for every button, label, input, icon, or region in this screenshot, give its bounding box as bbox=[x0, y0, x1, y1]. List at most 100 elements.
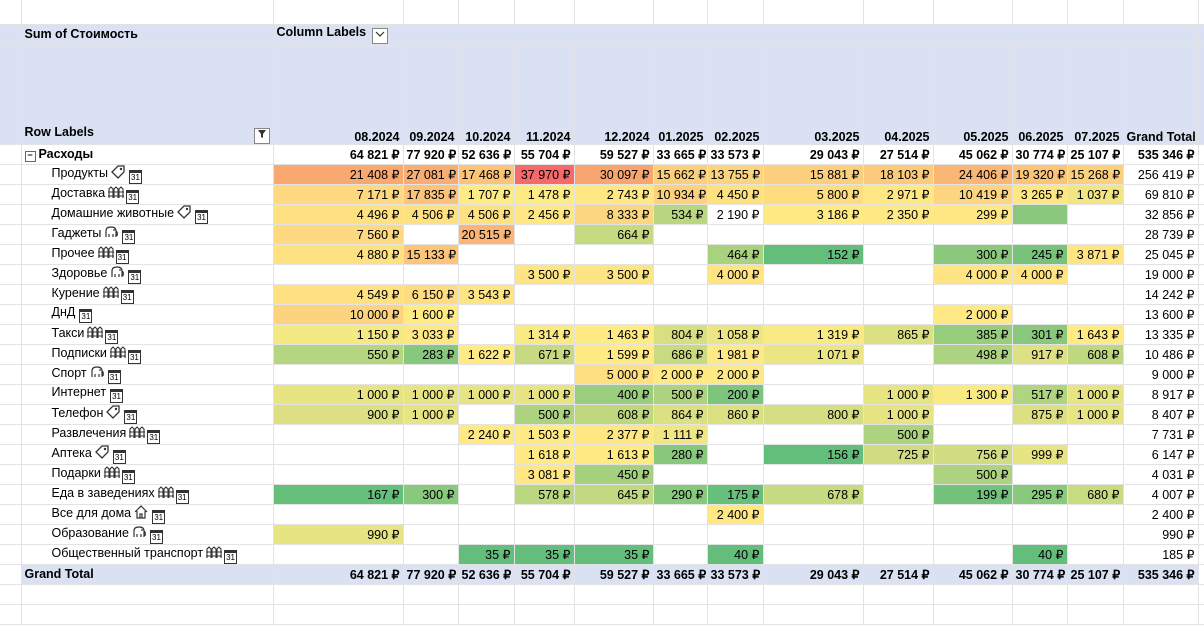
value-cell[interactable]: 917 ₽ bbox=[1012, 344, 1068, 365]
value-cell[interactable] bbox=[574, 284, 654, 305]
value-cell[interactable]: 167 ₽ bbox=[273, 484, 404, 505]
value-cell[interactable]: 4 506 ₽ bbox=[403, 204, 459, 225]
empty-cell[interactable] bbox=[653, 604, 708, 625]
empty-cell[interactable] bbox=[1198, 224, 1204, 245]
value-cell[interactable]: 35 ₽ bbox=[458, 544, 515, 565]
empty-cell[interactable] bbox=[0, 244, 22, 265]
value-cell[interactable]: 1 071 ₽ bbox=[763, 344, 864, 365]
empty-cell[interactable] bbox=[574, 604, 654, 625]
grand-total-cell[interactable]: 33 573 ₽ bbox=[707, 563, 764, 585]
value-cell[interactable]: 21 408 ₽ bbox=[273, 164, 404, 185]
value-cell[interactable] bbox=[863, 504, 934, 525]
value-cell[interactable]: 1 000 ₽ bbox=[1067, 404, 1124, 425]
value-cell[interactable] bbox=[458, 524, 515, 545]
value-cell[interactable] bbox=[763, 524, 864, 545]
value-cell[interactable]: 2 240 ₽ bbox=[458, 424, 515, 445]
value-cell[interactable]: 1 599 ₽ bbox=[574, 344, 654, 365]
value-cell[interactable]: 4 496 ₽ bbox=[273, 204, 404, 225]
empty-cell[interactable] bbox=[0, 584, 22, 605]
value-cell[interactable] bbox=[707, 224, 764, 245]
value-cell[interactable] bbox=[763, 424, 864, 445]
row-grand-total[interactable]: 69 810 ₽ bbox=[1123, 184, 1199, 205]
value-cell[interactable] bbox=[653, 304, 708, 325]
empty-cell[interactable] bbox=[0, 424, 22, 445]
value-cell[interactable] bbox=[653, 264, 708, 285]
value-cell[interactable] bbox=[1012, 424, 1068, 445]
value-cell[interactable]: 17 835 ₽ bbox=[403, 184, 459, 205]
empty-cell[interactable] bbox=[0, 344, 22, 365]
value-cell[interactable]: 1 111 ₽ bbox=[653, 424, 708, 445]
value-cell[interactable]: 300 ₽ bbox=[933, 244, 1013, 265]
empty-cell[interactable] bbox=[933, 0, 1013, 25]
value-cell[interactable] bbox=[863, 284, 934, 305]
value-cell[interactable] bbox=[273, 544, 404, 565]
value-cell[interactable]: 6 150 ₽ bbox=[403, 284, 459, 305]
category-label[interactable]: Телефон 31 bbox=[21, 404, 274, 425]
empty-cell[interactable] bbox=[1198, 364, 1204, 385]
value-cell[interactable]: 550 ₽ bbox=[273, 344, 404, 365]
empty-cell[interactable] bbox=[0, 284, 22, 305]
month-header[interactable]: 06.2025 bbox=[1012, 44, 1068, 145]
empty-cell[interactable] bbox=[458, 0, 515, 25]
empty-cell[interactable] bbox=[1012, 584, 1068, 605]
row-grand-total[interactable]: 13 600 ₽ bbox=[1123, 304, 1199, 325]
row-grand-total[interactable]: 14 242 ₽ bbox=[1123, 284, 1199, 305]
month-header[interactable]: 10.2024 bbox=[458, 44, 515, 145]
value-cell[interactable] bbox=[403, 444, 459, 465]
value-cell[interactable]: 10 419 ₽ bbox=[933, 184, 1013, 205]
value-field-label[interactable]: Sum of Стоимость bbox=[21, 24, 274, 45]
value-cell[interactable] bbox=[1067, 284, 1124, 305]
value-cell[interactable] bbox=[933, 504, 1013, 525]
value-cell[interactable] bbox=[273, 504, 404, 525]
empty-cell[interactable] bbox=[1198, 304, 1204, 325]
value-cell[interactable] bbox=[707, 284, 764, 305]
value-cell[interactable] bbox=[763, 364, 864, 385]
empty-cell[interactable] bbox=[0, 0, 22, 25]
value-cell[interactable] bbox=[1067, 544, 1124, 565]
month-header[interactable]: 05.2025 bbox=[933, 44, 1013, 145]
group-total-cell[interactable]: 30 774 ₽ bbox=[1012, 143, 1068, 165]
value-cell[interactable] bbox=[863, 484, 934, 505]
value-cell[interactable]: 1 058 ₽ bbox=[707, 324, 764, 345]
value-cell[interactable]: 725 ₽ bbox=[863, 444, 934, 465]
value-cell[interactable]: 804 ₽ bbox=[653, 324, 708, 345]
empty-cell[interactable] bbox=[0, 384, 22, 405]
value-cell[interactable]: 2 456 ₽ bbox=[514, 204, 575, 225]
value-cell[interactable] bbox=[514, 504, 575, 525]
empty-cell[interactable] bbox=[1198, 404, 1204, 425]
empty-cell[interactable] bbox=[1198, 544, 1204, 565]
value-cell[interactable]: 1 300 ₽ bbox=[933, 384, 1013, 405]
empty-cell[interactable] bbox=[763, 584, 864, 605]
category-label[interactable]: Все для дома 31 bbox=[21, 504, 274, 525]
empty-cell[interactable] bbox=[0, 24, 22, 45]
value-cell[interactable]: 18 103 ₽ bbox=[863, 164, 934, 185]
month-header[interactable]: 03.2025 bbox=[763, 44, 864, 145]
grand-total-cell[interactable]: 55 704 ₽ bbox=[514, 563, 575, 585]
empty-cell[interactable] bbox=[933, 584, 1013, 605]
value-cell[interactable] bbox=[1067, 424, 1124, 445]
value-cell[interactable] bbox=[653, 244, 708, 265]
row-grand-total[interactable]: 990 ₽ bbox=[1123, 524, 1199, 545]
value-cell[interactable]: 500 ₽ bbox=[653, 384, 708, 405]
value-cell[interactable]: 1 000 ₽ bbox=[403, 404, 459, 425]
empty-cell[interactable] bbox=[653, 584, 708, 605]
category-label[interactable]: Развлечения 31 bbox=[21, 424, 274, 445]
group-total-cell[interactable]: 55 704 ₽ bbox=[514, 143, 575, 165]
month-header[interactable]: 09.2024 bbox=[403, 44, 459, 145]
value-cell[interactable]: 1 622 ₽ bbox=[458, 344, 515, 365]
empty-cell[interactable] bbox=[1198, 284, 1204, 305]
empty-cell[interactable] bbox=[1198, 344, 1204, 365]
category-label[interactable]: Прочее 31 bbox=[21, 244, 274, 265]
grand-total-cell[interactable]: 59 527 ₽ bbox=[574, 563, 654, 585]
value-cell[interactable] bbox=[1067, 464, 1124, 485]
value-cell[interactable] bbox=[763, 464, 864, 485]
grand-total-label[interactable]: Grand Total bbox=[21, 563, 274, 585]
grand-total-cell[interactable]: 29 043 ₽ bbox=[763, 563, 864, 585]
empty-cell[interactable] bbox=[0, 604, 22, 625]
value-cell[interactable] bbox=[1012, 284, 1068, 305]
value-cell[interactable]: 30 097 ₽ bbox=[574, 164, 654, 185]
empty-cell[interactable] bbox=[0, 444, 22, 465]
value-cell[interactable]: 1 000 ₽ bbox=[514, 384, 575, 405]
value-cell[interactable]: 156 ₽ bbox=[763, 444, 864, 465]
value-cell[interactable] bbox=[863, 304, 934, 325]
